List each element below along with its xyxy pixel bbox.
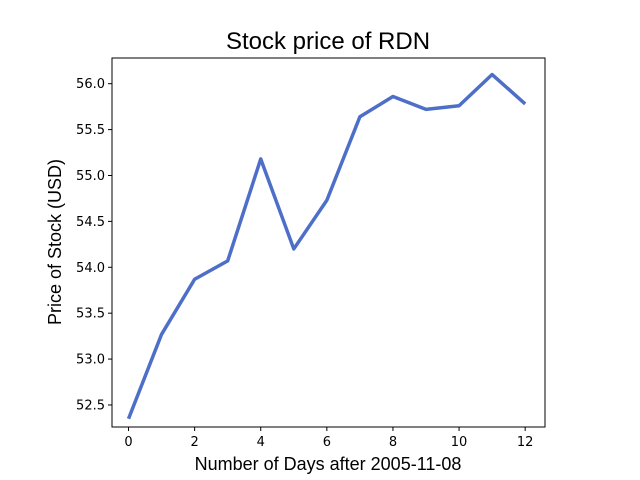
x-axis: 0 2 4 6 8 10 12 [124,427,533,450]
y-tick-label: 55.5 [76,123,105,138]
chart-title: Stock price of RDN [226,28,430,55]
y-tick-label: 52.5 [76,398,105,413]
x-tick-label: 8 [389,435,397,450]
y-tick-label: 55.0 [76,169,105,184]
x-tick-label: 2 [190,435,198,450]
series-line [126,72,527,420]
x-tick-label: 4 [257,435,265,450]
y-tick-label: 53.5 [76,307,105,322]
x-tick-label: 12 [517,435,534,450]
plot-frame [111,57,546,428]
y-axis-title: Price of Stock (USD) [45,159,65,325]
x-axis-title: Number of Days after 2005-11-08 [195,454,462,474]
x-tick-label: 10 [451,435,468,450]
x-tick-label: 0 [124,435,132,450]
y-tick-label: 56.0 [76,77,105,92]
y-tick-label: 54.5 [76,215,105,230]
y-tick-label: 54.0 [76,261,105,276]
plot-area: 0 2 4 6 8 10 12 52.5 53.0 53.5 54.0 54.5 55.0 55.5 56… [76,57,546,450]
y-tick-label: 53.0 [76,353,105,368]
y-axis: 52.5 53.0 53.5 54.0 54.5 55.0 55.5 56.0 [76,77,112,413]
series-layer [126,72,527,420]
x-tick-label: 6 [323,435,331,450]
